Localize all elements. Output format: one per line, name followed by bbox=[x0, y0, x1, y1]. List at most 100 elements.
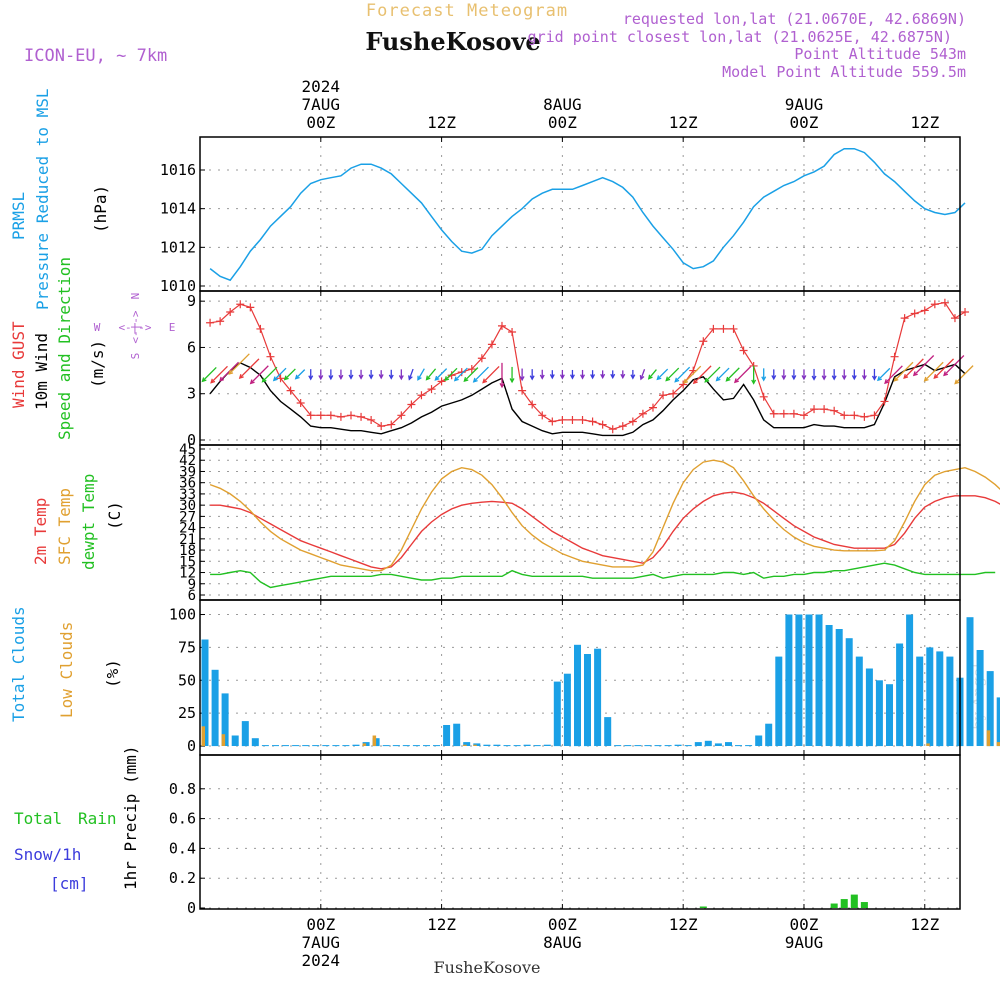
total-clouds-bar bbox=[201, 639, 209, 746]
wind-direction-arrowhead bbox=[338, 374, 344, 381]
time-label-top: 12Z bbox=[427, 113, 456, 132]
total-clouds-bar bbox=[845, 638, 853, 747]
y-tick-label: 0 bbox=[187, 899, 196, 917]
total-clouds-bar bbox=[392, 745, 400, 747]
wind-gust-marker bbox=[226, 307, 235, 316]
total-clouds-bar bbox=[966, 617, 974, 747]
total-clouds-bar bbox=[835, 629, 843, 747]
wind-direction-arrowhead bbox=[821, 375, 827, 381]
wind-gust-marker bbox=[286, 386, 295, 395]
wind-direction-arrowhead bbox=[294, 374, 300, 380]
wind-direction-arrowhead bbox=[831, 375, 837, 381]
total-clouds-bar bbox=[725, 742, 732, 746]
wind-direction-arrowhead bbox=[482, 378, 488, 384]
y-tick-label: 27 bbox=[179, 509, 196, 525]
wind-direction-arrowhead bbox=[771, 375, 777, 381]
wind-direction-arrowhead bbox=[388, 374, 394, 380]
wind-direction-arrowhead bbox=[368, 374, 374, 380]
wind-gust-marker bbox=[638, 409, 647, 418]
wind-direction-arrowhead bbox=[884, 379, 890, 385]
wind-gust-marker bbox=[779, 409, 788, 418]
compass-east: E bbox=[169, 321, 176, 334]
wind-gust-marker bbox=[930, 300, 939, 309]
wind-direction-arrowhead bbox=[228, 369, 234, 375]
y-tick-label: 42 bbox=[179, 453, 196, 469]
total-clouds-bar bbox=[815, 614, 823, 746]
wind-direction-arrow bbox=[426, 368, 437, 381]
wind-gust-marker bbox=[407, 400, 416, 409]
wind-direction-arrowhead bbox=[943, 371, 949, 377]
wind-direction-arrowhead bbox=[733, 378, 739, 384]
total-clouds-bar bbox=[855, 656, 863, 746]
wind-gust-label: Wind GUST bbox=[9, 321, 28, 408]
precip-bar bbox=[840, 899, 848, 908]
y-tick-label: 0 bbox=[187, 737, 196, 755]
total-clouds-bar bbox=[614, 745, 622, 747]
total-clouds-bar bbox=[292, 745, 300, 747]
total-clouds-bar bbox=[654, 745, 662, 747]
wind-direction-arrowhead bbox=[811, 375, 817, 381]
wind-direction-arrowhead bbox=[647, 374, 653, 380]
low-clouds-bar bbox=[926, 743, 930, 746]
total-clouds-bar bbox=[896, 643, 904, 747]
wind-direction-arrowhead bbox=[425, 375, 431, 381]
total-clouds-bar bbox=[543, 744, 551, 746]
wind-gust-marker bbox=[950, 314, 959, 323]
wind-direction-arrowhead bbox=[219, 376, 225, 382]
total-clouds-bar bbox=[674, 744, 682, 746]
low-clouds-bar bbox=[463, 744, 467, 746]
total-clouds-bar bbox=[453, 723, 461, 747]
precip-snow-unit: [cm] bbox=[50, 874, 89, 893]
wind-direction-arrow bbox=[640, 369, 646, 380]
time-label-bottom: 7AUG bbox=[302, 933, 341, 952]
wind-gust-marker bbox=[236, 300, 245, 309]
y-tick-label: 33 bbox=[179, 487, 196, 503]
wind-direction-arrow bbox=[417, 368, 425, 381]
wind-direction-arrow bbox=[656, 368, 669, 380]
time-label-bottom: 12Z bbox=[427, 915, 456, 934]
wind-gust-marker bbox=[679, 380, 688, 389]
y-tick-label: 25 bbox=[178, 704, 196, 722]
temp-2m-label: 2m Temp bbox=[31, 498, 50, 565]
wind-gust-marker bbox=[870, 411, 879, 420]
wind-gust-marker bbox=[709, 324, 718, 333]
total-clouds-bar bbox=[745, 745, 753, 747]
time-label-bottom: 12Z bbox=[910, 915, 939, 934]
wind-direction-arrowhead bbox=[861, 375, 867, 381]
y-tick-label: 0.2 bbox=[169, 869, 196, 887]
wind-gust-marker bbox=[206, 318, 215, 327]
low-clouds-bar bbox=[372, 735, 377, 746]
model-altitude: Model Point Altitude 559.5m bbox=[722, 63, 966, 81]
wind-direction-arrowhead bbox=[318, 375, 324, 381]
precip-panel: Total Rain Snow/1h [cm] 1hr Precip (mm) bbox=[14, 746, 140, 894]
wind-gust-marker bbox=[346, 411, 355, 420]
wind-direction-arrow bbox=[210, 365, 228, 384]
low-clouds-bar bbox=[473, 744, 477, 746]
wind-gust-marker bbox=[487, 340, 496, 349]
wind-direction-arrow bbox=[893, 361, 914, 382]
total-clouds-bar bbox=[523, 744, 531, 746]
total-clouds-bar bbox=[241, 721, 249, 747]
total-clouds-bar bbox=[865, 668, 873, 747]
wind-direction-arrowhead bbox=[923, 376, 929, 382]
wind-direction-arrowhead bbox=[509, 378, 515, 384]
panel-frame bbox=[199, 136, 961, 292]
total-clouds-bar bbox=[926, 647, 934, 746]
time-label-top: 7AUG bbox=[302, 95, 341, 114]
wind-direction-arrow bbox=[674, 366, 691, 383]
wind-gust-marker bbox=[276, 374, 285, 383]
wind-direction-arrowhead bbox=[408, 375, 413, 381]
total-clouds-bar bbox=[996, 697, 1000, 747]
total-clouds-bar bbox=[332, 745, 340, 747]
wind-direction-arrow bbox=[239, 358, 260, 379]
wind-10m-line bbox=[209, 362, 966, 437]
wind-direction-arrowhead bbox=[761, 376, 767, 382]
closest-coords: grid point closest lon,lat (21.0625E, 42… bbox=[528, 28, 952, 46]
wind-gust-marker bbox=[266, 352, 275, 361]
total-clouds-bar bbox=[714, 743, 722, 746]
panel-frame bbox=[199, 754, 961, 910]
wind-gust-marker bbox=[880, 397, 889, 406]
y-tick-label: 12 bbox=[179, 566, 196, 582]
wind-direction-arrow bbox=[903, 358, 924, 379]
wind-direction-arrowhead bbox=[463, 377, 469, 383]
